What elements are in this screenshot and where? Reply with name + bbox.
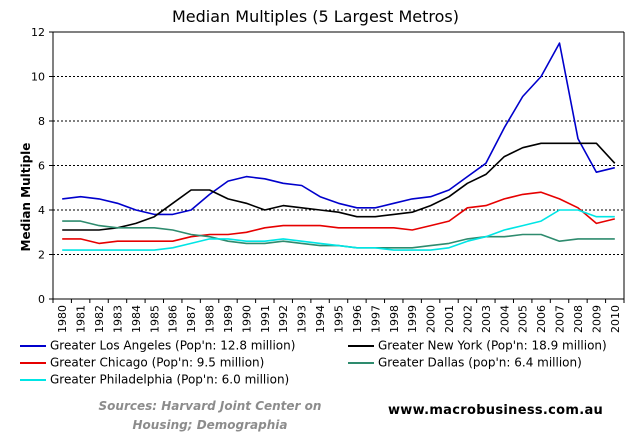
series-line-new-york	[62, 142, 616, 231]
x-tick-label-1984: 1984	[130, 305, 143, 333]
x-tick-label-1991: 1991	[259, 305, 272, 333]
legend-label-philadelphia: Greater Philadelphia (Pop'n: 6.0 million…	[50, 372, 290, 387]
x-tick-label-2007: 2007	[554, 305, 567, 333]
x-tick-label-1986: 1986	[167, 305, 180, 333]
legend-label-dallas: Greater Dallas (pop'n: 6.4 million)	[378, 355, 582, 370]
legend-item-new-york: Greater New York (Pop'n: 18.9 million)	[348, 338, 607, 354]
x-tick-label-1990: 1990	[240, 305, 253, 333]
y-tick-label-12: 12	[31, 26, 45, 39]
legend-swatch-philadelphia	[20, 378, 46, 381]
y-axis-label-box: Median Multiple	[6, 143, 33, 252]
legend-label-chicago: Greater Chicago (Pop'n: 9.5 million)	[50, 355, 265, 370]
x-tick-label-1987: 1987	[185, 305, 198, 333]
x-tick-label-1997: 1997	[369, 305, 382, 333]
x-tick-label-1983: 1983	[111, 305, 124, 333]
y-tick-label-0: 0	[38, 293, 45, 306]
y-tick-label-10: 10	[31, 71, 45, 84]
x-tick-label-1988: 1988	[204, 305, 217, 333]
x-tick-label-1999: 1999	[406, 305, 419, 333]
x-tick-label-2002: 2002	[461, 305, 474, 333]
legend-item-chicago: Greater Chicago (Pop'n: 9.5 million)	[20, 355, 264, 371]
legend-swatch-new-york	[348, 344, 374, 347]
series-line-philadelphia	[62, 209, 615, 251]
x-tick-label-2000: 2000	[425, 305, 438, 333]
y-axis-label: Median Multiple	[19, 142, 33, 252]
legend-swatch-dallas	[348, 361, 374, 364]
legend-item-los-angeles: Greater Los Angeles (Pop'n: 12.8 million…	[20, 338, 295, 354]
x-tick-label-2005: 2005	[517, 305, 530, 333]
x-tick-label-1994: 1994	[314, 305, 327, 333]
y-tick-label-2: 2	[38, 249, 45, 262]
x-tick-label-1980: 1980	[56, 305, 69, 333]
legend-swatch-los-angeles	[20, 344, 46, 347]
series-line-dallas	[62, 220, 615, 249]
x-tick-label-2008: 2008	[572, 305, 585, 333]
legend-label-los-angeles: Greater Los Angeles (Pop'n: 12.8 million…	[50, 338, 296, 353]
x-tick-label-2001: 2001	[443, 305, 456, 333]
x-tick-label-1992: 1992	[277, 305, 290, 333]
sources-line-2: Housing; Demographia	[132, 418, 288, 432]
website-credit: www.macrobusiness.com.au	[388, 403, 604, 418]
x-tick-label-1981: 1981	[75, 305, 88, 333]
legend-item-philadelphia: Greater Philadelphia (Pop'n: 6.0 million…	[20, 372, 289, 388]
series-lines	[62, 42, 616, 251]
axes	[49, 31, 625, 303]
y-tick-label-6: 6	[38, 160, 45, 173]
x-tick-label-2009: 2009	[590, 305, 603, 333]
x-tick-label-1993: 1993	[296, 305, 309, 333]
legend-label-new-york: Greater New York (Pop'n: 18.9 million)	[378, 338, 607, 353]
x-tick-label-1998: 1998	[388, 305, 401, 333]
x-tick-label-2010: 2010	[609, 305, 622, 333]
x-tick-label-2006: 2006	[535, 305, 548, 333]
chart-title: Median Multiples (5 Largest Metros)	[172, 7, 459, 26]
x-tick-label-2003: 2003	[480, 305, 493, 333]
series-line-chicago	[62, 191, 615, 245]
sources-note: Sources: Harvard Joint Center on Housing…	[75, 397, 345, 435]
y-tick-label-4: 4	[38, 204, 45, 217]
legend: Greater Los Angeles (Pop'n: 12.8 million…	[20, 338, 625, 388]
sources-line-1: Sources: Harvard Joint Center on	[98, 399, 322, 413]
y-tick-labels: 0 2 4 6 8 10 12	[31, 26, 45, 306]
legend-item-dallas: Greater Dallas (pop'n: 6.4 million)	[348, 355, 582, 371]
x-tick-label-1989: 1989	[222, 305, 235, 333]
y-tick-label-8: 8	[38, 115, 45, 128]
x-tick-label-1996: 1996	[351, 305, 364, 333]
x-tick-label-1982: 1982	[93, 305, 106, 333]
x-tick-label-1995: 1995	[333, 305, 346, 333]
series-line-los-angeles	[62, 42, 615, 216]
legend-swatch-chicago	[20, 361, 46, 364]
x-tick-label-1985: 1985	[148, 305, 161, 333]
x-tick-label-2004: 2004	[498, 305, 511, 333]
x-tick-labels: 1980 1981 1982 1983 1984 1985 1986 1987 1988 1989…	[56, 305, 622, 333]
